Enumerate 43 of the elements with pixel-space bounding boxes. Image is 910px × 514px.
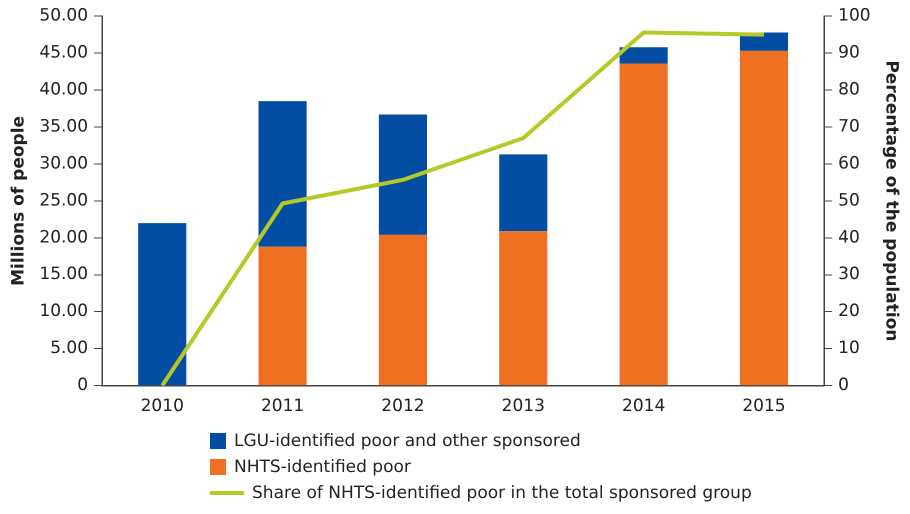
y2-tick-label: 0 [838, 375, 849, 396]
y-axis-title: Millions of people [8, 116, 29, 286]
y2-tick-label: 100 [838, 6, 871, 26]
y2-tick-label: 80 [838, 80, 860, 100]
bar [258, 101, 307, 247]
y2-tick-label: 30 [838, 264, 860, 284]
x-tick-label: 2014 [622, 396, 666, 416]
x-tick-label: 2015 [742, 396, 786, 416]
x-tick-label: 2010 [140, 396, 184, 416]
bar [740, 50, 788, 386]
y-tick-label: 45.00 [39, 42, 88, 63]
y2-tick-label: 40 [838, 227, 860, 248]
bar [378, 114, 428, 235]
bar [620, 47, 668, 64]
y-tick-label: 0 [77, 375, 88, 396]
y-tick-label: 25.00 [39, 190, 88, 210]
y-tick-label: 35.00 [39, 116, 88, 136]
y-tick-label: 30.00 [39, 153, 88, 174]
y-tick-label: 5.00 [50, 338, 88, 358]
y2-tick-label: 60 [838, 153, 860, 174]
bar [138, 223, 186, 386]
y-tick-label: 40.00 [39, 80, 88, 100]
bar [499, 154, 548, 232]
x-tick-label: 2011 [260, 396, 304, 416]
y2-tick-label: 90 [838, 42, 860, 63]
bar [620, 63, 668, 386]
y-tick-label: 10.00 [39, 301, 88, 322]
y2-tick-label: 10 [838, 338, 860, 358]
legend-label: Share of NHTS-identified poor in the total sponsored group [252, 483, 752, 503]
y-tick-label: 20.00 [39, 227, 88, 248]
y2-tick-label: 70 [838, 116, 860, 136]
y-tick-label: 15.00 [39, 264, 88, 284]
bar [258, 246, 307, 386]
x-tick-label: 2012 [381, 396, 425, 416]
bar [378, 234, 428, 386]
y2-tick-label: 20 [838, 301, 860, 322]
legend-label: LGU-identified poor and other sponsored [234, 431, 581, 451]
legend-label: NHTS-identified poor [234, 457, 411, 477]
y2-axis-title: Percentage of the population [881, 60, 902, 342]
bar [499, 231, 548, 386]
y2-tick-label: 50 [838, 190, 860, 210]
y-tick-label: 50.00 [39, 6, 88, 26]
x-tick-label: 2013 [502, 396, 545, 416]
